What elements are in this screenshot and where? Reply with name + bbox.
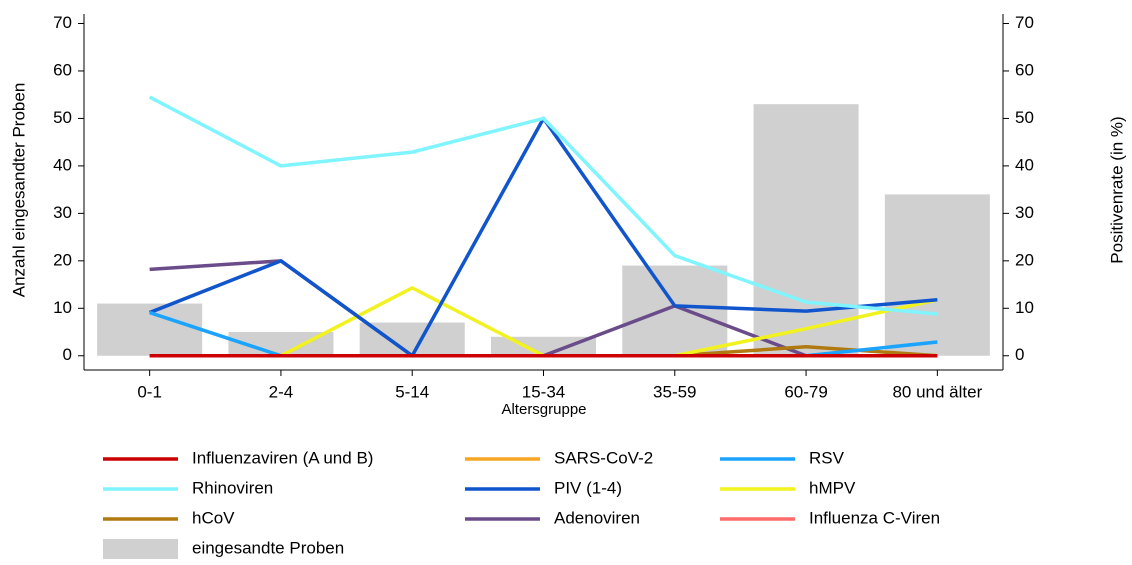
legend-label: Influenzaviren (A und B) (192, 448, 373, 467)
x-axis-label: Altersgruppe (501, 401, 586, 418)
y-tick-label: 70 (53, 13, 72, 32)
y-axis-label: Anzahl eingesandter Proben (9, 83, 28, 298)
y-tick-label: 10 (53, 298, 72, 317)
y2-tick-label: 0 (1015, 345, 1024, 364)
bar (753, 104, 859, 356)
legend-label: eingesandte Proben (192, 538, 344, 557)
x-tick-label: 80 und älter (892, 382, 982, 401)
y-tick-label: 0 (63, 345, 72, 364)
legend-label: hCoV (192, 508, 235, 527)
bar (228, 332, 334, 356)
y-tick-label: 30 (53, 203, 72, 222)
x-tick-label: 5-14 (395, 382, 429, 401)
legend-label: Rhinoviren (192, 478, 273, 497)
legend-label: PIV (1-4) (554, 478, 622, 497)
x-tick-label: 2-4 (269, 382, 294, 401)
legend-label: RSV (809, 448, 845, 467)
bar (490, 336, 597, 356)
bar (622, 265, 728, 356)
y2-tick-label: 40 (1015, 155, 1034, 174)
y-tick-label: 40 (53, 155, 72, 174)
bar (359, 322, 465, 356)
y2-tick-label: 60 (1015, 60, 1034, 79)
x-tick-label: 60-79 (784, 382, 827, 401)
y2-tick-label: 10 (1015, 298, 1034, 317)
y2-tick-label: 20 (1015, 250, 1034, 269)
legend-label: Adenoviren (554, 508, 640, 527)
legend-label: Influenza C-Viren (809, 508, 940, 527)
legend-label: SARS-CoV-2 (554, 448, 653, 467)
legend-swatch (103, 539, 178, 559)
y2-tick-label: 30 (1015, 203, 1034, 222)
y2-axis-label: Positivenrate (in %) (1107, 116, 1126, 263)
x-tick-label: 0-1 (137, 382, 162, 401)
y-tick-label: 20 (53, 250, 72, 269)
bar (884, 194, 990, 356)
legend-label: hMPV (809, 478, 856, 497)
x-tick-label: 35-59 (653, 382, 696, 401)
line (148, 95, 938, 316)
y-tick-label: 50 (53, 108, 72, 127)
y-tick-label: 60 (53, 60, 72, 79)
x-tick-label: 15-34 (522, 382, 565, 401)
y2-tick-label: 70 (1015, 13, 1034, 32)
y2-tick-label: 50 (1015, 108, 1034, 127)
